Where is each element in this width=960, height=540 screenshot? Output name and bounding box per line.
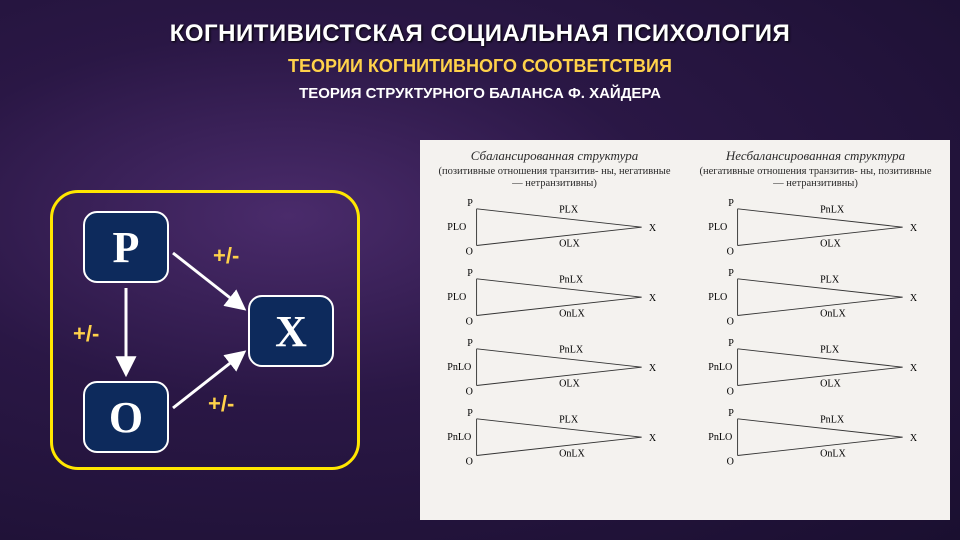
title-main: КОГНИТИВИСТСКАЯ СОЦИАЛЬНАЯ ПСИХОЛОГИЯ	[0, 20, 960, 48]
svg-text:P: P	[467, 198, 473, 209]
svg-text:O: O	[727, 457, 734, 468]
svg-text:P: P	[728, 198, 734, 209]
svg-text:O: O	[727, 247, 734, 258]
svg-text:X: X	[649, 223, 657, 234]
svg-text:X: X	[649, 293, 657, 304]
svg-text:PnLX: PnLX	[820, 205, 845, 216]
svg-text:OLX: OLX	[559, 239, 580, 250]
svg-text:PLO: PLO	[708, 292, 727, 303]
svg-text:O: O	[727, 387, 734, 398]
svg-text:P: P	[728, 408, 734, 419]
pox-diagram: Р О Х +/- +/- +/-	[50, 190, 360, 470]
triangle-cell-left: P O X PnLO PLX OnLX	[432, 406, 677, 472]
svg-text:X: X	[910, 223, 918, 234]
svg-text:PLO: PLO	[447, 292, 466, 303]
svg-text:O: O	[727, 317, 734, 328]
title-sub1: ТЕОРИИ КОГНИТИВНОГО СООТВЕТСТВИЯ	[0, 56, 960, 77]
svg-text:O: O	[466, 457, 473, 468]
svg-text:PnLO: PnLO	[708, 362, 732, 373]
triangle-cell-left: P O X PnLO PnLX OLX	[432, 336, 677, 402]
node-x: Х	[248, 295, 334, 367]
svg-text:O: O	[466, 317, 473, 328]
balance-table: Сбалансированная структура (позитивные о…	[420, 140, 950, 520]
svg-text:OnLX: OnLX	[559, 309, 585, 320]
svg-text:PnLO: PnLO	[708, 432, 732, 443]
svg-text:PLX: PLX	[820, 345, 840, 356]
svg-text:P: P	[467, 268, 473, 279]
svg-text:X: X	[649, 433, 657, 444]
label-po: +/-	[73, 321, 99, 347]
label-px: +/-	[213, 243, 239, 269]
triangle-cell-left: P O X PLO PnLX OnLX	[432, 266, 677, 332]
node-p: Р	[83, 211, 169, 283]
triangle-cell-right: P O X PnLO PLX OLX	[693, 336, 938, 402]
triangle-cell-right: P O X PLO PLX OnLX	[693, 266, 938, 332]
svg-text:O: O	[466, 387, 473, 398]
svg-text:PnLO: PnLO	[447, 432, 471, 443]
label-ox: +/-	[208, 391, 234, 417]
svg-text:OnLX: OnLX	[820, 309, 846, 320]
svg-text:OLX: OLX	[820, 239, 841, 250]
triangle-cell-left: P O X PLO PLX OLX	[432, 196, 677, 262]
svg-text:OnLX: OnLX	[559, 449, 585, 460]
triangle-grid: P O X PLO PLX OLX P O X PLO PnLX OLX P O…	[432, 196, 938, 472]
balance-headers: Сбалансированная структура (позитивные о…	[432, 148, 938, 196]
triangle-row: P O X PLO PnLX OnLX P O X PLO PLX OnLX	[432, 266, 938, 332]
svg-text:P: P	[467, 408, 473, 419]
svg-text:OLX: OLX	[559, 379, 580, 390]
triangle-row: P O X PnLO PLX OnLX P O X PnLO PnLX OnLX	[432, 406, 938, 472]
svg-text:PLO: PLO	[708, 222, 727, 233]
svg-text:PnLX: PnLX	[820, 415, 845, 426]
col-head-unbalanced: Несбалансированная структура	[693, 148, 938, 164]
svg-text:P: P	[467, 338, 473, 349]
triangle-cell-right: P O X PnLO PnLX OnLX	[693, 406, 938, 472]
svg-text:X: X	[910, 433, 918, 444]
node-o: О	[83, 381, 169, 453]
svg-text:O: O	[466, 247, 473, 258]
svg-text:PLX: PLX	[559, 205, 579, 216]
triangle-row: P O X PLO PLX OLX P O X PLO PnLX OLX	[432, 196, 938, 262]
svg-text:P: P	[728, 268, 734, 279]
svg-text:PLX: PLX	[559, 415, 579, 426]
triangle-cell-right: P O X PLO PnLX OLX	[693, 196, 938, 262]
svg-text:PnLX: PnLX	[559, 275, 584, 286]
triangle-row: P O X PnLO PnLX OLX P O X PnLO PLX OLX	[432, 336, 938, 402]
svg-text:P: P	[728, 338, 734, 349]
title-sub2: ТЕОРИЯ СТРУКТУРНОГО БАЛАНСА Ф. ХАЙДЕРА	[0, 85, 960, 102]
svg-text:X: X	[649, 363, 657, 374]
svg-text:PnLO: PnLO	[447, 362, 471, 373]
svg-text:X: X	[910, 293, 918, 304]
slide-header: КОГНИТИВИСТСКАЯ СОЦИАЛЬНАЯ ПСИХОЛОГИЯ ТЕ…	[0, 0, 960, 102]
svg-text:PnLX: PnLX	[559, 345, 584, 356]
svg-text:PLO: PLO	[447, 222, 466, 233]
svg-text:PLX: PLX	[820, 275, 840, 286]
col-head-balanced: Сбалансированная структура	[432, 148, 677, 164]
svg-text:OnLX: OnLX	[820, 449, 846, 460]
col-sub-unbalanced: (негативные отношения транзитив- ны, поз…	[693, 166, 938, 190]
col-sub-balanced: (позитивные отношения транзитив- ны, нег…	[432, 166, 677, 190]
svg-text:OLX: OLX	[820, 379, 841, 390]
svg-text:X: X	[910, 363, 918, 374]
